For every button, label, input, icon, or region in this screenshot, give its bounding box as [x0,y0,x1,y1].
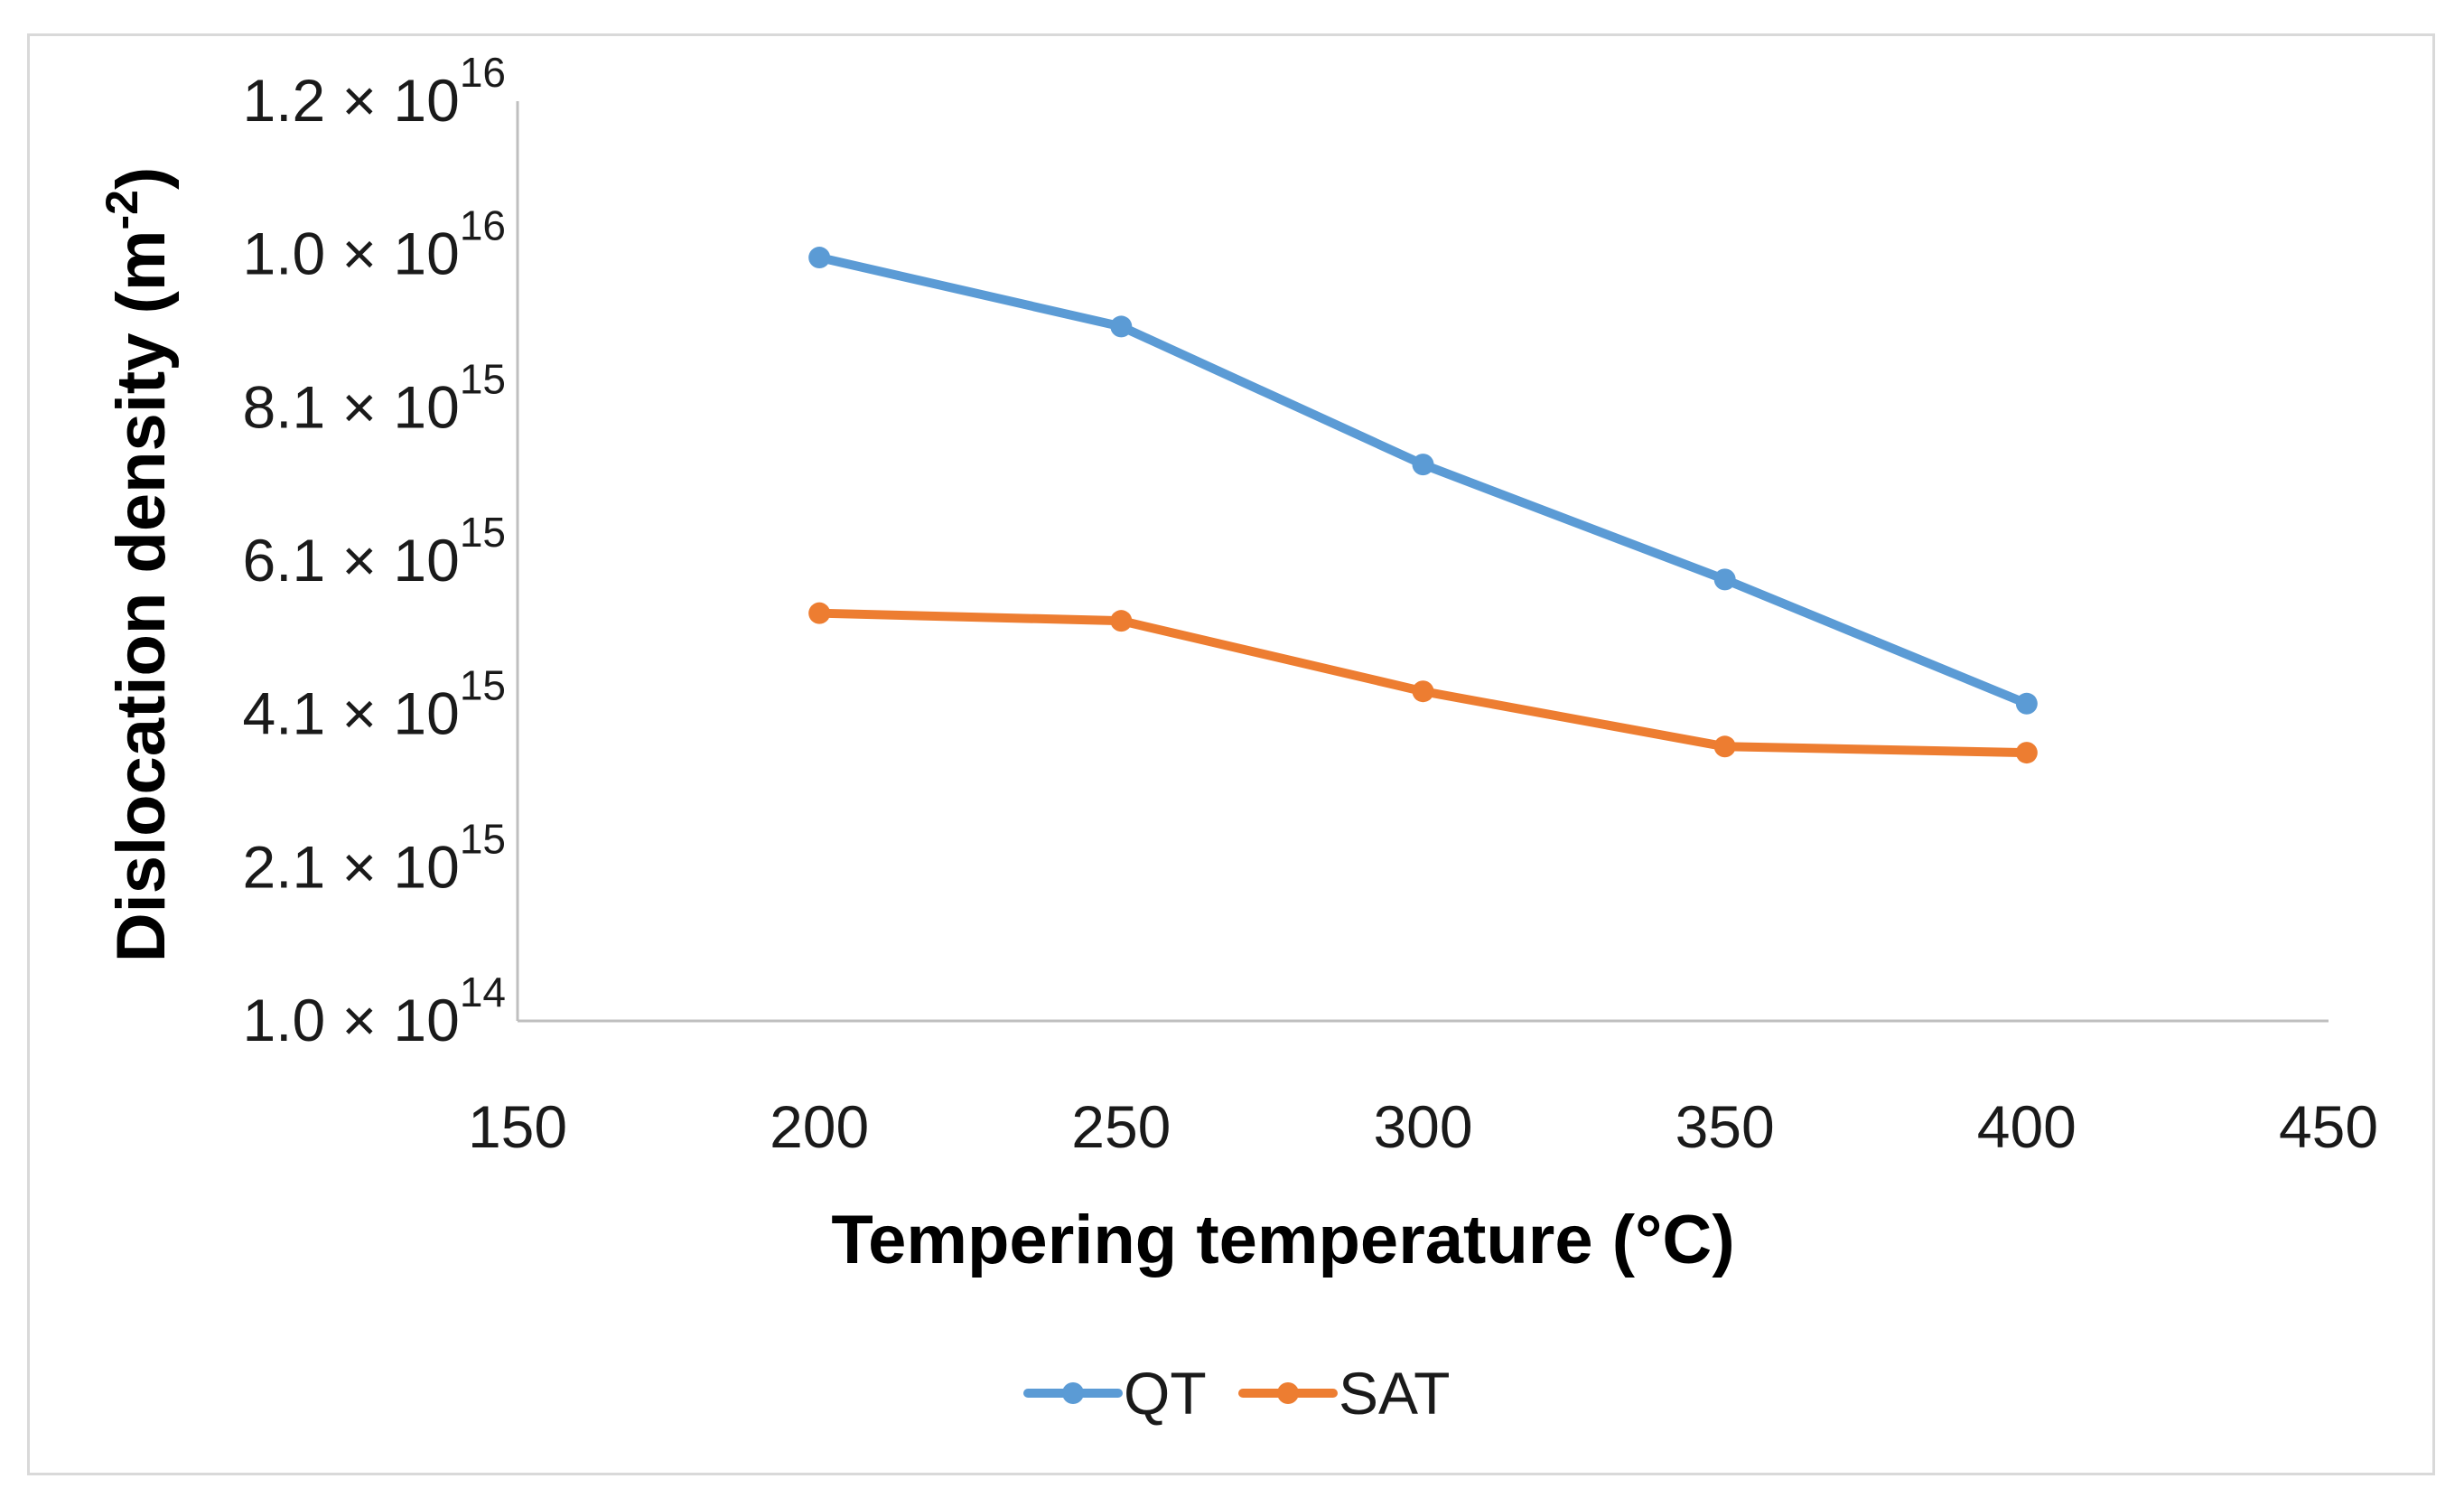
y-tick-label: 8.1 × 1015 [242,355,506,440]
data-point-qt [1713,568,1736,591]
data-point-sat [1110,610,1133,632]
y-tick-mantissa: 1.0 × 10 [242,987,459,1053]
x-tick-label: 350 [1675,1093,1775,1160]
y-tick-label: 2.1 × 1015 [242,815,506,900]
y-tick-label: 1.2 × 1016 [242,49,506,134]
y-tick-exponent: 14 [460,969,506,1016]
legend-marker-sat [1277,1382,1299,1404]
y-tick-mantissa: 2.1 × 10 [242,833,459,900]
x-axis-title: Tempering temperature (°C) [831,1202,1734,1278]
x-tick-label: 450 [2279,1093,2378,1160]
legend-marker-qt [1062,1382,1084,1404]
y-tick-label: 1.0 × 1016 [242,202,506,287]
data-point-sat [808,602,831,624]
y-tick-exponent: 16 [460,49,506,96]
y-tick-mantissa: 1.2 × 10 [242,67,459,134]
data-point-qt [1412,454,1434,476]
x-tick-label: 300 [1373,1093,1472,1160]
y-axis-title-main: Dislocation density (m [103,229,180,962]
x-tick-label: 250 [1071,1093,1171,1160]
series-layer [808,247,2038,764]
legend-layer: QT SAT [1023,1360,1450,1427]
series-line-qt [815,253,2031,708]
x-tick-label: 150 [468,1093,567,1160]
y-tick-exponent: 16 [460,202,506,249]
legend-label-qt: QT [1124,1360,1207,1427]
y-axis-title: Dislocation density (m-2) [97,167,180,963]
axes-layer [516,101,2329,1023]
data-point-qt [2015,692,2038,715]
y-tick-label: 4.1 × 1015 [242,662,506,747]
data-point-qt [808,247,831,269]
y-tick-label: 1.0 × 1014 [242,969,506,1053]
data-point-sat [1412,680,1434,703]
y-tick-label: 6.1 × 1015 [242,509,506,594]
y-tick-exponent: 15 [460,662,506,709]
y-tick-exponent: 15 [460,509,506,556]
y-axis-title-close: ) [103,167,180,190]
legend-label-sat: SAT [1339,1360,1450,1427]
y-tick-exponent: 15 [460,815,506,862]
y-tick-mantissa: 1.0 × 10 [242,220,459,287]
y-tick-mantissa: 6.1 × 10 [242,527,459,594]
data-point-sat [2015,742,2038,764]
data-point-sat [1713,735,1736,758]
x-tick-label: 200 [770,1093,869,1160]
data-point-qt [1110,315,1133,338]
y-axis-title-sup: -2 [97,190,147,229]
y-tick-mantissa: 4.1 × 10 [242,680,459,747]
y-tick-mantissa: 8.1 × 10 [242,373,459,440]
x-tick-label: 400 [1977,1093,2077,1160]
y-tick-exponent: 15 [460,355,506,402]
